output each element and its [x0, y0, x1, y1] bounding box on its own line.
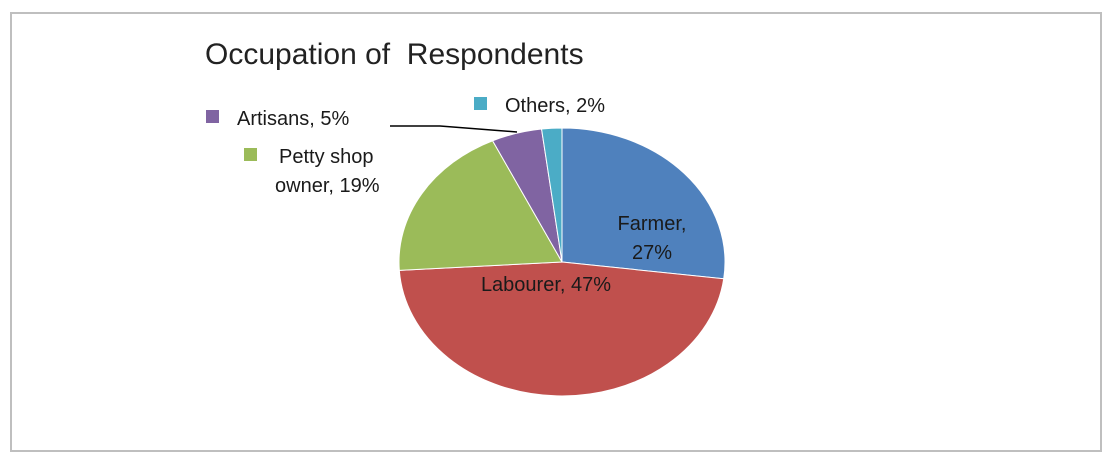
farmer-label-line1: Farmer, — [618, 213, 687, 235]
pie-slice-labourer — [398, 261, 725, 397]
others-marker — [474, 97, 487, 110]
chart-title: Occupation of Respondents — [205, 38, 584, 71]
others-label: Others, 2% — [505, 95, 605, 117]
pie-slice-farmer — [561, 127, 726, 280]
artisans-leader-line — [390, 125, 518, 133]
artisans-label: Artisans, 5% — [237, 108, 349, 130]
pie-slice-others — [540, 127, 563, 263]
farmer-label-line2: 27% — [632, 242, 672, 264]
petty-shop-label-line1: Petty shop — [279, 146, 374, 168]
artisans-marker — [206, 110, 219, 123]
pie-chart: Artisans, 5% Others, 2% Petty shop owner… — [206, 95, 726, 397]
petty-shop-marker — [244, 148, 257, 161]
pie-slices — [398, 127, 726, 397]
pie-slice-petty-shop-owner — [398, 140, 563, 271]
petty-shop-label-line2: owner, 19% — [275, 175, 380, 197]
labourer-label: Labourer, 47% — [481, 274, 611, 296]
